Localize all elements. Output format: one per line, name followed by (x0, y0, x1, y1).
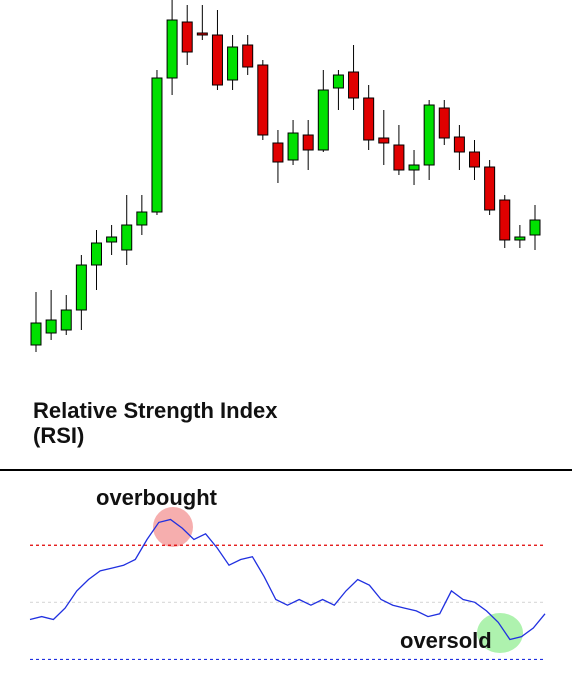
candle-body (348, 71, 360, 99)
candle-body (30, 322, 42, 346)
candle-body (211, 34, 223, 86)
candle-body (257, 64, 269, 136)
candle-body (484, 166, 496, 211)
candle-body (60, 309, 72, 331)
candle-body (423, 104, 435, 166)
candle-body (166, 19, 178, 79)
candle-body (514, 236, 526, 241)
candle-body (469, 151, 481, 168)
candle-body (453, 136, 465, 153)
candle-body (106, 236, 118, 243)
candle-body (136, 211, 148, 226)
annotation: overbought (96, 485, 218, 510)
candle-body (438, 107, 450, 139)
candle-body (332, 74, 344, 89)
candle-body (196, 32, 208, 36)
candle-body (499, 199, 511, 241)
rsi-line (29, 518, 546, 641)
candle-body (181, 21, 193, 53)
candle-body (408, 164, 420, 171)
candle-body (45, 319, 57, 334)
candle-body (529, 219, 541, 236)
candle-body (317, 89, 329, 151)
candle-body (90, 242, 102, 266)
oversold-highlight (477, 613, 523, 653)
candle-body (151, 77, 163, 213)
candle-body (363, 97, 375, 141)
candle-body (393, 144, 405, 171)
candle-body (75, 264, 87, 311)
candle-body (302, 134, 314, 151)
annotation: oversold (400, 628, 492, 653)
candle-body (287, 132, 299, 161)
candle-body (242, 44, 254, 68)
candle-body (121, 224, 133, 251)
candle-body (378, 137, 390, 144)
candle-body (227, 46, 239, 81)
chart-title: Relative Strength Index (RSI) (33, 398, 278, 448)
overbought-highlight (153, 507, 193, 547)
candle-body (272, 142, 284, 163)
